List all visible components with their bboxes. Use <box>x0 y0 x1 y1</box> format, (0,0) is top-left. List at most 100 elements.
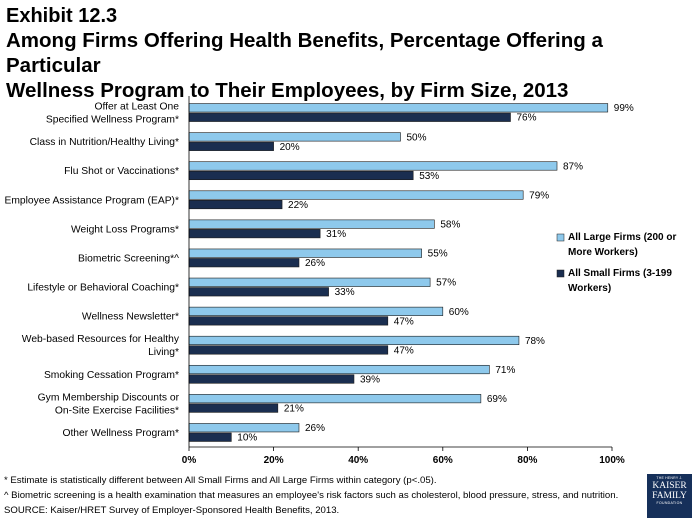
category-label-line: On-Site Exercise Facilities* <box>55 405 179 416</box>
category-label: Smoking Cessation Program* <box>44 370 179 381</box>
bar-small-firms <box>188 432 232 442</box>
data-label: 47% <box>394 345 414 356</box>
data-label: 78% <box>525 336 545 347</box>
legend-label-small: All Small Firms (3-199 Workers) <box>568 268 672 294</box>
bar-small-firms <box>188 112 511 122</box>
bar-small-firms <box>188 345 389 355</box>
bar-large-firms <box>188 364 490 375</box>
logo-kaiser: KAISER <box>652 481 687 491</box>
category-label-line: Specified Wellness Program* <box>46 115 179 126</box>
category-label-line: Web-based Resources for Healthy <box>22 334 180 345</box>
category-label: Employee Assistance Program (EAP)* <box>4 195 179 206</box>
bar-small-firms <box>188 170 414 181</box>
category-label-line: Employee Assistance Program (EAP)* <box>4 195 179 206</box>
footnotes: * Estimate is statistically different be… <box>4 473 618 518</box>
chart-title-line-1: Among Firms Offering Health Benefits, Pe… <box>6 29 603 77</box>
kff-logo: THE HENRY J. KAISER FAMILY FOUNDATION <box>647 474 692 518</box>
category-label-line: Smoking Cessation Program* <box>44 370 179 381</box>
data-label: 71% <box>495 365 515 376</box>
bar-large-firms <box>188 335 520 346</box>
data-label: 57% <box>436 278 456 289</box>
footnote-biometric: ^ Biometric screening is a health examin… <box>4 490 619 501</box>
legend-label-line: All Small Firms (3-199 <box>568 268 672 279</box>
bar-small-firms <box>188 258 300 268</box>
bar-small-firms <box>188 316 389 326</box>
data-label: 31% <box>326 229 346 240</box>
category-label: Gym Membership Discounts or On-Site Exerc… <box>38 392 180 416</box>
source-note: SOURCE: Kaiser/HRET Survey of Employer-S… <box>4 505 340 516</box>
x-tick-label: 20% <box>264 455 284 466</box>
legend-label-line: Workers) <box>568 283 611 294</box>
legend-label-line: All Large Firms (200 or <box>568 232 676 243</box>
data-label: 21% <box>284 404 304 415</box>
x-tick-label: 60% <box>433 455 453 466</box>
category-label-line: Wellness Newsletter* <box>82 312 179 323</box>
data-label: 26% <box>305 423 325 434</box>
bar-small-firms <box>188 287 329 297</box>
bar-large-firms <box>188 219 435 229</box>
x-tick-label: 100% <box>599 455 625 466</box>
logo-family: FAMILY <box>652 491 687 501</box>
category-label: Biometric Screening*^ <box>78 253 179 264</box>
category-label-line: Class in Nutrition/Healthy Living* <box>30 137 179 148</box>
category-label-line: Living* <box>148 347 179 358</box>
data-label: 76% <box>516 113 536 124</box>
title-block: Exhibit 12.3 Among Firms Offering Health… <box>6 4 696 103</box>
data-label: 22% <box>288 200 308 211</box>
category-label-line: Gym Membership Discounts or <box>38 392 180 403</box>
legend-swatch-small <box>556 269 565 278</box>
logo-foundation: FOUNDATION <box>656 501 683 505</box>
bar-small-firms <box>188 229 321 239</box>
data-label: 99% <box>614 103 634 114</box>
category-label: Web-based Resources for Healthy Living* <box>22 334 180 358</box>
category-label: Flu Shot or Vaccinations* <box>64 166 179 177</box>
category-label: Weight Loss Programs* <box>71 224 179 235</box>
bar-large-firms <box>188 132 401 142</box>
legend-label-large: All Large Firms (200 or More Workers) <box>568 232 676 258</box>
category-label: Offer at Least One Specified Wellness Pro… <box>46 102 179 126</box>
category-label-line: Biometric Screening*^ <box>78 253 179 264</box>
category-label: Wellness Newsletter* <box>82 312 179 323</box>
data-label: 33% <box>335 287 355 298</box>
data-label: 79% <box>529 190 549 201</box>
category-label-line: Lifestyle or Behavioral Coaching* <box>27 283 179 294</box>
category-label: Lifestyle or Behavioral Coaching* <box>27 283 179 294</box>
data-label: 39% <box>360 374 380 385</box>
data-label: 53% <box>419 171 439 182</box>
category-label-line: Offer at Least One <box>94 102 179 113</box>
data-label: 69% <box>487 394 507 405</box>
exhibit-label: Exhibit 12.3 <box>6 5 118 27</box>
x-tick-label: 40% <box>348 455 368 466</box>
category-label: Other Wellness Program* <box>62 428 179 439</box>
data-label: 60% <box>449 307 469 318</box>
bar-large-firms <box>188 103 609 113</box>
data-label: 58% <box>440 220 460 231</box>
data-label: 50% <box>407 132 427 143</box>
legend-swatch-large <box>556 233 565 242</box>
category-label: Class in Nutrition/Healthy Living* <box>30 137 179 148</box>
bar-small-firms <box>188 374 355 384</box>
bar-large-firms <box>188 161 558 171</box>
legend-label-line: More Workers) <box>568 247 638 258</box>
bar-large-firms <box>188 423 300 433</box>
category-label-line: Weight Loss Programs* <box>71 224 179 235</box>
data-label: 20% <box>280 142 300 153</box>
data-label: 87% <box>563 161 583 172</box>
category-label-line: Flu Shot or Vaccinations* <box>64 166 179 177</box>
footnote-significance: * Estimate is statistically different be… <box>4 475 437 486</box>
bar-large-firms <box>188 190 524 200</box>
bar-large-firms <box>188 394 482 404</box>
bar-large-firms <box>188 277 431 287</box>
bar-large-firms <box>188 248 422 258</box>
logo-line-1: THE HENRY J. <box>656 476 683 480</box>
bar-chart: Offer at Least One Specified Wellness Pro… <box>4 96 676 466</box>
data-label: 10% <box>237 433 257 444</box>
bar-small-firms <box>188 199 283 210</box>
data-label: 55% <box>428 249 448 260</box>
data-label: 26% <box>305 258 325 269</box>
category-label-line: Other Wellness Program* <box>62 428 179 439</box>
bar-large-firms <box>188 306 444 316</box>
x-tick-label: 80% <box>517 455 537 466</box>
bar-small-firms <box>188 403 279 413</box>
x-tick-label: 0% <box>182 455 197 466</box>
